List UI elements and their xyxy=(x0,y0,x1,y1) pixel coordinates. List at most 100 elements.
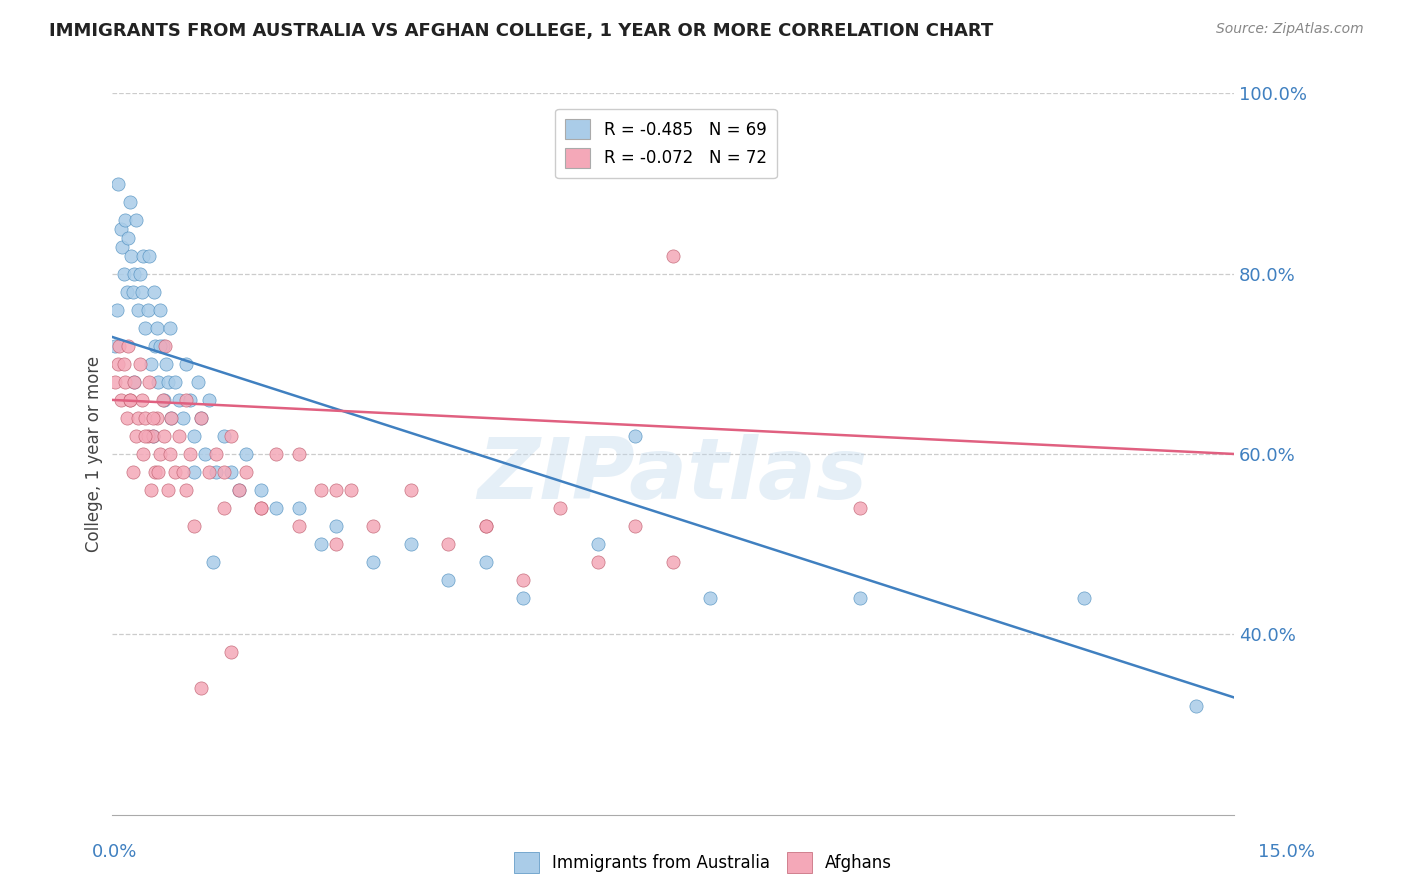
Point xyxy=(134,410,156,425)
Point xyxy=(228,483,250,497)
Point xyxy=(325,537,347,551)
Text: Source: ZipAtlas.com: Source: ZipAtlas.com xyxy=(1216,22,1364,37)
Point xyxy=(363,519,385,533)
Point xyxy=(145,320,167,334)
Point xyxy=(287,501,309,516)
Point xyxy=(155,357,177,371)
Point xyxy=(325,483,347,497)
Point xyxy=(139,483,162,497)
Point xyxy=(121,285,143,299)
Point xyxy=(198,392,221,407)
Point xyxy=(325,519,347,533)
Point xyxy=(183,429,205,443)
Point xyxy=(176,392,198,407)
Point xyxy=(187,375,209,389)
Point xyxy=(124,429,146,443)
Point xyxy=(212,465,235,479)
Point xyxy=(165,375,187,389)
Point xyxy=(399,537,422,551)
Point xyxy=(145,410,167,425)
Point xyxy=(122,375,145,389)
Point xyxy=(127,302,149,317)
Point xyxy=(1073,591,1095,606)
Point xyxy=(160,410,183,425)
Point xyxy=(149,302,172,317)
Point xyxy=(114,212,136,227)
Point xyxy=(165,465,187,479)
Point xyxy=(138,249,160,263)
Point xyxy=(176,357,198,371)
Point xyxy=(221,429,243,443)
Point xyxy=(112,357,135,371)
Point xyxy=(156,375,179,389)
Legend: Immigrants from Australia, Afghans: Immigrants from Australia, Afghans xyxy=(508,846,898,880)
Point xyxy=(848,591,870,606)
Point xyxy=(183,465,205,479)
Point xyxy=(474,519,496,533)
Point xyxy=(512,573,534,587)
Point xyxy=(287,519,309,533)
Text: IMMIGRANTS FROM AUSTRALIA VS AFGHAN COLLEGE, 1 YEAR OR MORE CORRELATION CHART: IMMIGRANTS FROM AUSTRALIA VS AFGHAN COLL… xyxy=(49,22,994,40)
Point xyxy=(117,230,139,244)
Point xyxy=(205,465,228,479)
Point xyxy=(107,177,129,191)
Point xyxy=(159,320,181,334)
Point xyxy=(152,339,174,353)
Point xyxy=(117,339,139,353)
Point xyxy=(142,285,165,299)
Point xyxy=(179,447,201,461)
Y-axis label: College, 1 year or more: College, 1 year or more xyxy=(86,356,103,552)
Point xyxy=(287,447,309,461)
Point xyxy=(340,483,363,497)
Point xyxy=(194,447,217,461)
Point xyxy=(146,465,169,479)
Point xyxy=(512,591,534,606)
Point xyxy=(190,410,212,425)
Point xyxy=(153,392,176,407)
Point xyxy=(132,447,155,461)
Point xyxy=(167,429,190,443)
Point xyxy=(141,357,163,371)
Point xyxy=(212,429,235,443)
Point xyxy=(264,447,287,461)
Point xyxy=(167,392,190,407)
Point xyxy=(190,410,212,425)
Point xyxy=(437,573,460,587)
Point xyxy=(250,501,273,516)
Point xyxy=(127,410,149,425)
Point xyxy=(111,239,134,253)
Point xyxy=(190,681,212,696)
Point xyxy=(122,267,145,281)
Point xyxy=(437,537,460,551)
Point xyxy=(221,465,243,479)
Point xyxy=(104,375,127,389)
Point xyxy=(661,555,683,569)
Point xyxy=(153,429,176,443)
Point xyxy=(172,410,194,425)
Point xyxy=(149,339,172,353)
Point xyxy=(474,555,496,569)
Point xyxy=(143,465,166,479)
Point xyxy=(474,519,496,533)
Point xyxy=(624,519,647,533)
Point xyxy=(122,375,145,389)
Point xyxy=(110,392,132,407)
Point xyxy=(131,285,153,299)
Point xyxy=(115,285,138,299)
Point xyxy=(1185,699,1208,714)
Point xyxy=(120,392,142,407)
Point xyxy=(550,501,572,516)
Point xyxy=(183,519,205,533)
Point xyxy=(136,302,159,317)
Point xyxy=(134,429,156,443)
Point xyxy=(121,465,143,479)
Point xyxy=(309,483,332,497)
Point xyxy=(221,645,243,659)
Point xyxy=(201,555,224,569)
Point xyxy=(250,483,273,497)
Point xyxy=(108,339,131,353)
Point xyxy=(586,537,609,551)
Text: 15.0%: 15.0% xyxy=(1257,843,1315,861)
Point xyxy=(132,249,155,263)
Point xyxy=(235,465,257,479)
